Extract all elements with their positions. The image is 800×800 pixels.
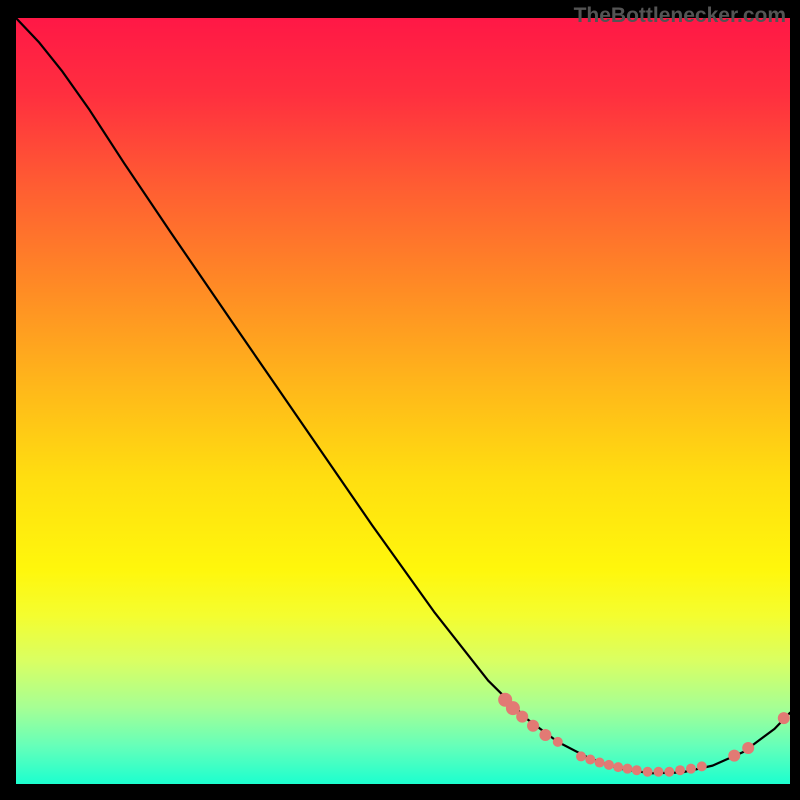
data-marker	[686, 764, 696, 774]
data-marker	[613, 762, 623, 772]
data-marker	[778, 712, 790, 724]
data-marker	[653, 767, 663, 777]
data-marker	[742, 742, 754, 754]
data-marker	[675, 765, 685, 775]
data-marker	[516, 711, 528, 723]
data-marker	[664, 767, 674, 777]
data-marker	[527, 720, 539, 732]
data-marker	[728, 750, 740, 762]
chart-container: TheBottlenecker.com	[0, 0, 800, 800]
data-marker	[595, 758, 605, 768]
data-marker	[632, 765, 642, 775]
data-marker	[585, 754, 595, 764]
data-marker	[539, 729, 551, 741]
data-marker	[553, 737, 563, 747]
data-marker	[622, 764, 632, 774]
data-marker	[643, 767, 653, 777]
gradient-background	[16, 18, 790, 784]
data-marker	[604, 760, 614, 770]
data-marker	[697, 761, 707, 771]
data-marker	[576, 751, 586, 761]
watermark-text: TheBottlenecker.com	[574, 4, 786, 28]
plot-svg	[16, 18, 790, 784]
plot-area	[16, 18, 790, 784]
